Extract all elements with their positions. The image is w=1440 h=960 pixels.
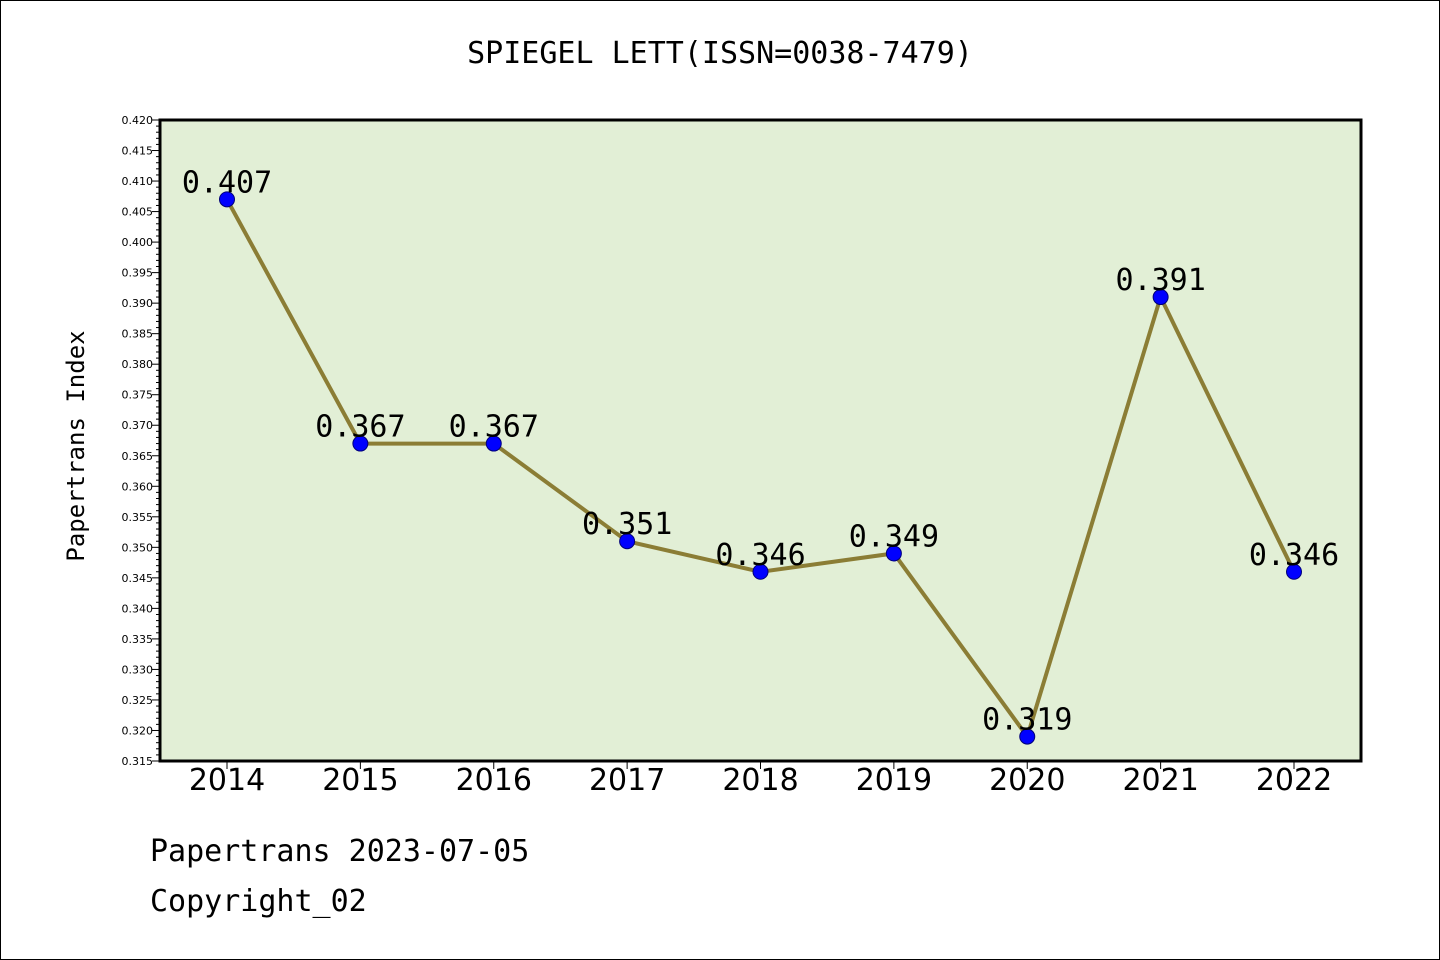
data-label: 0.391: [1115, 263, 1205, 298]
y-tick-label: 0.320: [122, 724, 154, 737]
data-point-marker: [219, 191, 235, 208]
x-tick-label: 2015: [322, 763, 398, 798]
data-label: 0.319: [982, 703, 1072, 738]
data-point-marker: [752, 563, 769, 580]
chart-title: SPIEGEL LETT(ISSN=0038-7479): [467, 36, 973, 71]
data-point-marker: [485, 435, 502, 452]
y-tick-label: 0.385: [122, 328, 154, 341]
data-label: 0.367: [315, 410, 405, 445]
y-tick-label: 0.325: [122, 694, 154, 707]
series-markers: [219, 191, 1302, 745]
data-point-marker: [352, 435, 369, 452]
footer-copyright-text: Copyright_02: [150, 884, 367, 919]
data-label: 0.346: [715, 538, 805, 573]
y-tick-label: 0.380: [122, 358, 154, 371]
y-tick-label: 0.360: [122, 480, 154, 493]
y-axis-ticks: 0.315 0.320 0.325 0.330 0.335 0.340 0.345 0.350…: [122, 114, 160, 768]
data-label: 0.346: [1249, 538, 1339, 573]
data-point-marker: [885, 545, 902, 562]
y-tick-label: 0.330: [122, 663, 154, 676]
y-tick-label: 0.355: [122, 511, 154, 524]
y-tick-label: 0.405: [122, 206, 154, 219]
data-labels: 0.407 0.367 0.367 0.351 0.346 0.349 0.319 0.391…: [182, 165, 1339, 737]
data-label: 0.349: [849, 519, 939, 554]
x-tick-label: 2014: [189, 763, 265, 798]
footer-date-text: Papertrans 2023-07-05: [150, 834, 530, 869]
y-tick-label: 0.410: [122, 175, 154, 188]
y-tick-label: 0.335: [122, 633, 154, 646]
x-tick-label: 2016: [456, 763, 532, 798]
y-tick-label: 0.370: [122, 419, 154, 432]
data-point-marker: [619, 533, 636, 550]
data-label: 0.351: [582, 507, 672, 542]
x-tick-label: 2022: [1256, 763, 1332, 798]
y-tick-label: 0.365: [122, 450, 154, 463]
y-tick-label: 0.395: [122, 267, 154, 280]
x-tick-label: 2017: [589, 763, 665, 798]
y-tick-label: 0.400: [122, 236, 154, 249]
x-tick-label: 2019: [856, 763, 932, 798]
y-tick-label: 0.390: [122, 297, 154, 310]
data-point-marker: [1286, 563, 1302, 580]
data-point-marker: [1152, 289, 1169, 306]
y-tick-label: 0.420: [122, 114, 154, 127]
y-tick-label: 0.375: [122, 389, 154, 402]
y-tick-label: 0.415: [122, 145, 154, 158]
y-tick-label: 0.345: [122, 572, 154, 585]
data-label: 0.407: [182, 165, 272, 200]
y-tick-label: 0.315: [122, 755, 154, 768]
x-axis-ticks: 2014 2015 2016 2017 2018 2019 2020 2021 2022: [189, 761, 1332, 798]
x-tick-label: 2020: [989, 763, 1065, 798]
data-label: 0.367: [449, 410, 539, 445]
x-tick-label: 2018: [722, 763, 798, 798]
y-tick-label: 0.350: [122, 541, 154, 554]
y-tick-label: 0.340: [122, 602, 154, 615]
x-tick-label: 2021: [1122, 763, 1198, 798]
data-point-marker: [1019, 728, 1036, 745]
